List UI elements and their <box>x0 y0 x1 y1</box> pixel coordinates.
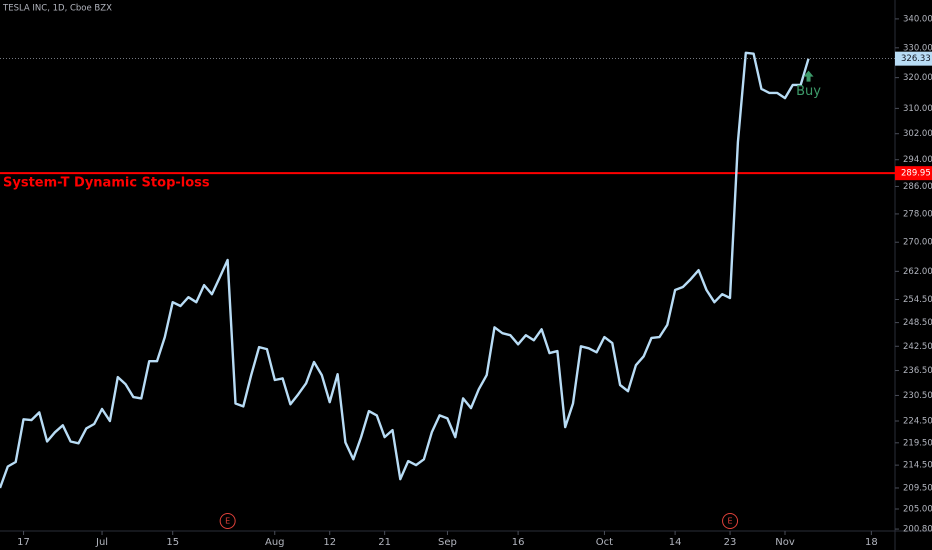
x-tick-label: 23 <box>724 537 737 548</box>
stop-loss-label: System-T Dynamic Stop-loss <box>3 176 210 191</box>
y-tick-label: 254.50 <box>903 295 932 305</box>
earnings-marker <box>722 513 739 529</box>
y-tick-label: 205.00 <box>903 505 932 515</box>
y-tick-label: 294.00 <box>903 155 932 165</box>
earnings-marker <box>219 513 236 529</box>
y-tick-label: 242.50 <box>903 342 932 352</box>
y-tick-label: 219.50 <box>903 438 932 448</box>
x-tick-label: 16 <box>512 537 525 548</box>
chart-title: TESLA INC, 1D, Cboe BZX <box>2 4 112 14</box>
x-tick-label: Jul <box>95 537 108 548</box>
y-tick-label: 320.00 <box>903 73 932 83</box>
x-tick-label: 17 <box>17 537 30 548</box>
y-tick-label: 270.00 <box>903 238 932 248</box>
y-tick-label: 200.80 <box>903 525 932 535</box>
y-tick-label: 340.00 <box>903 14 932 24</box>
last-price-label: 326.33 <box>901 54 931 64</box>
x-tick-label: Oct <box>596 537 613 548</box>
buy-label: Buy <box>796 84 821 99</box>
stop-loss-price: 289.95 <box>901 169 931 179</box>
earnings-label: E <box>728 517 733 526</box>
x-tick-label: Sep <box>438 537 457 548</box>
y-tick-label: 330.00 <box>903 43 932 53</box>
y-tick-label: 230.50 <box>903 391 932 401</box>
stop-loss-price-box <box>895 166 932 181</box>
x-tick-label: Nov <box>775 537 795 548</box>
x-tick-label: 12 <box>323 537 336 548</box>
x-tick-label: 14 <box>669 537 682 548</box>
y-tick-label: 278.00 <box>903 209 932 219</box>
x-tick-label: 18 <box>865 537 878 548</box>
x-tick-label: 15 <box>166 537 179 548</box>
earnings-label: E <box>225 517 230 526</box>
x-tick-label: 21 <box>378 537 391 548</box>
y-tick-label: 262.00 <box>903 267 932 277</box>
y-tick-label: 236.50 <box>903 366 932 376</box>
buy-arrow <box>803 70 814 82</box>
y-tick-label: 302.00 <box>903 129 932 139</box>
y-tick-label: 209.50 <box>903 483 932 493</box>
x-tick-label: Aug <box>265 537 285 548</box>
y-tick-label: 214.50 <box>903 461 932 471</box>
y-tick-label: 248.50 <box>903 318 932 328</box>
y-tick-label: 224.50 <box>903 416 932 426</box>
last-price-box <box>895 51 932 66</box>
y-tick-label: 286.00 <box>903 182 932 192</box>
y-tick-label: 310.00 <box>903 104 932 114</box>
price-line <box>0 51 810 489</box>
